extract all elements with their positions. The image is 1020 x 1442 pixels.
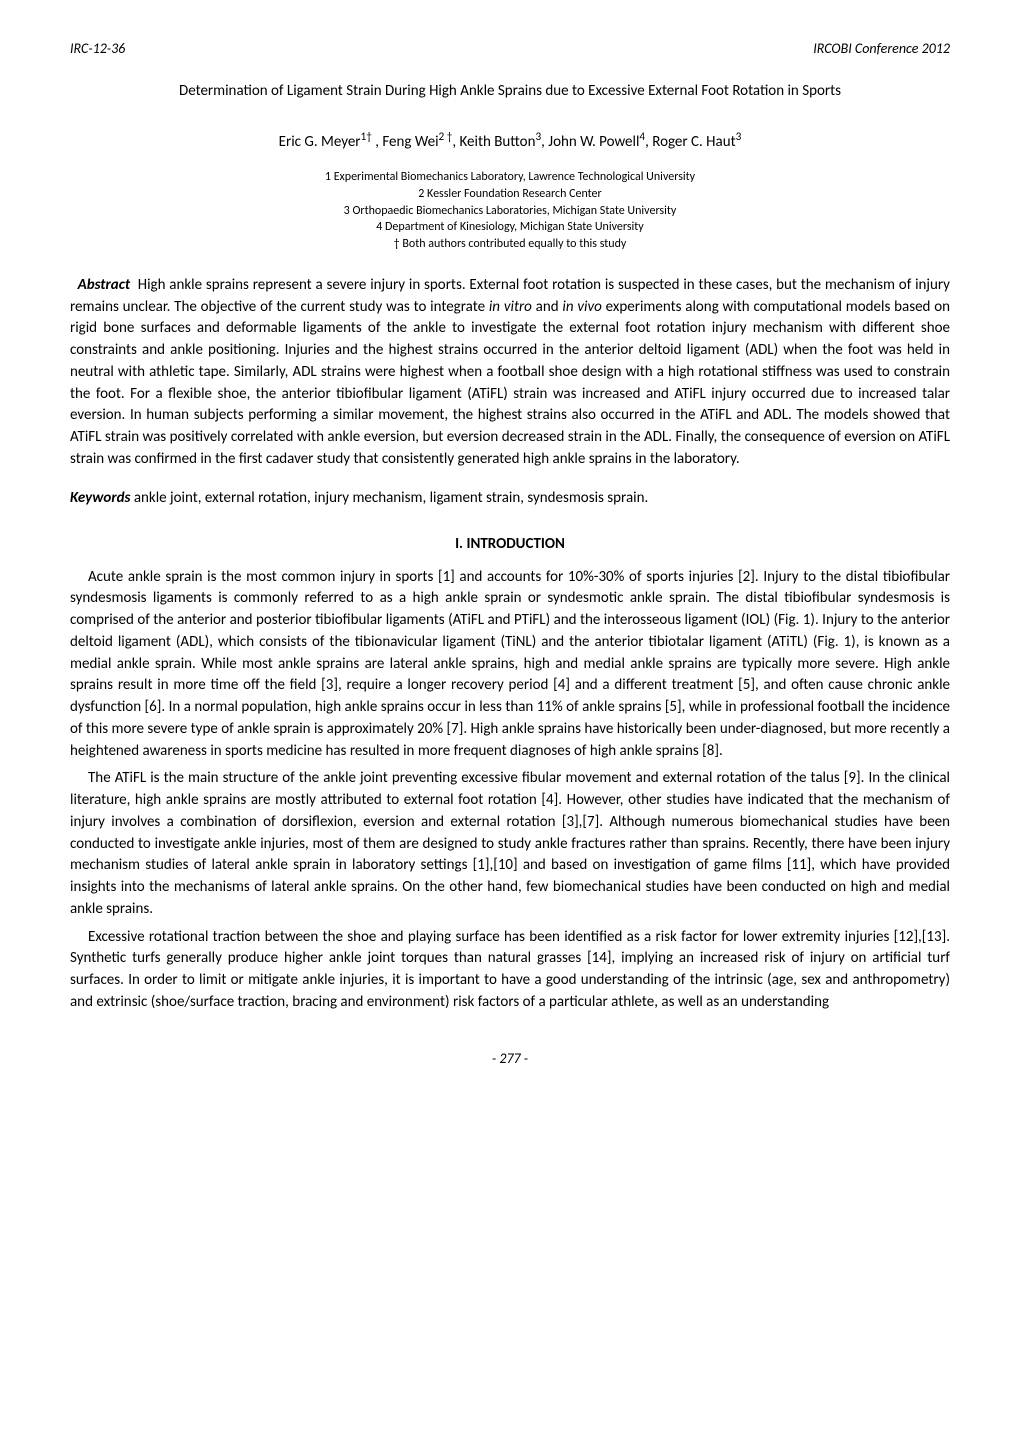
affiliation-line: 4 Department of Kinesiology, Michigan St…	[70, 219, 950, 236]
body-paragraph: Excessive rotational traction between th…	[70, 927, 950, 1014]
affiliation-line: 1 Experimental Biomechanics Laboratory, …	[70, 169, 950, 186]
paper-title: Determination of Ligament Strain During …	[70, 81, 950, 102]
section-heading-introduction: I. INTRODUCTION	[70, 535, 950, 553]
abstract-label: Abstract	[78, 276, 130, 294]
affiliation-line: 2 Kessler Foundation Research Center	[70, 186, 950, 203]
abstract-block: Abstract High ankle sprains represent a …	[70, 275, 950, 471]
keywords-text: ankle joint, external rotation, injury m…	[130, 489, 648, 507]
body-paragraph: The ATiFL is the main structure of the a…	[70, 768, 950, 920]
abstract-text: High ankle sprains represent a severe in…	[70, 276, 950, 468]
paper-affiliations: 1 Experimental Biomechanics Laboratory, …	[70, 169, 950, 253]
keywords-block: Keywords ankle joint, external rotation,…	[70, 489, 950, 507]
keywords-label: Keywords	[70, 489, 130, 507]
header-right: IRCOBI Conference 2012	[813, 40, 950, 57]
page-number: - 277 -	[70, 1050, 950, 1067]
header-left: IRC-12-36	[70, 40, 125, 57]
affiliation-line: 3 Orthopaedic Biomechanics Laboratories,…	[70, 203, 950, 220]
page-header: IRC-12-36 IRCOBI Conference 2012	[70, 40, 950, 57]
body-paragraph: Acute ankle sprain is the most common in…	[70, 567, 950, 763]
paper-authors: Eric G. Meyer1† , Feng Wei2 †, Keith But…	[70, 130, 950, 151]
affiliation-line: † Both authors contributed equally to th…	[70, 236, 950, 253]
